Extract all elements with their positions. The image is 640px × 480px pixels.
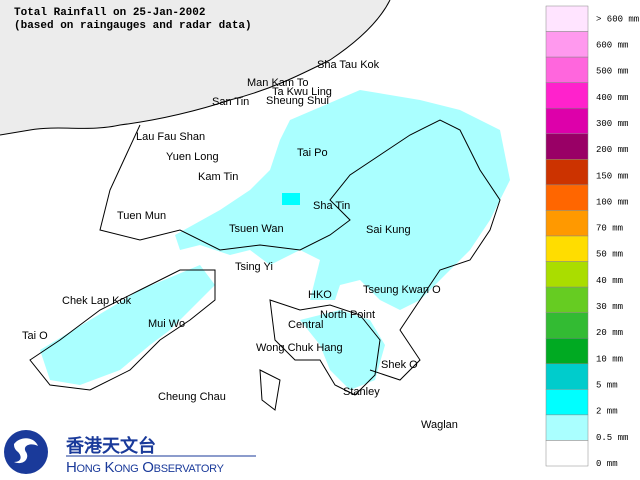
place-label: Waglan [421,419,458,431]
legend-label: 400 mm [596,93,628,103]
legend-swatch [545,210,589,237]
place-label: HKO [308,289,332,301]
place-label: Tseung Kwan O [363,284,441,296]
coastline [269,299,381,396]
place-label: Kam Tin [198,171,238,183]
legend-swatch [545,56,589,83]
rain-area [282,193,300,205]
place-label: Sha Tin [313,200,350,212]
legend-swatch [545,414,589,441]
legend-label: 0 mm [596,459,618,469]
place-label: Sai Kung [366,224,411,236]
legend-label: 20 mm [596,328,623,338]
legend-label: 300 mm [596,119,628,129]
place-label: Tsing Yi [235,261,273,273]
place-label: Stanley [343,386,380,398]
place-label: Lau Fau Shan [136,131,205,143]
place-label: Man Kam To [247,77,309,89]
legend-label: > 600 mm [596,14,639,24]
legend-label: 40 mm [596,276,623,286]
legend-label: 200 mm [596,145,628,155]
legend-swatch [545,133,589,160]
place-label: Mui Wo [148,318,185,330]
legend-swatch [545,184,589,211]
place-label: Shek O [381,359,418,371]
rain-area [300,310,385,390]
legend-swatch [545,5,589,32]
legend-label: 600 mm [596,40,628,50]
place-label: North Point [320,309,375,321]
legend-swatch [545,261,589,288]
coastline [99,119,501,381]
legend-swatch [545,159,589,186]
legend-swatch [545,440,589,467]
legend-swatch [545,31,589,58]
rain-area [175,90,510,310]
legend-swatch [545,312,589,339]
legend-label: 30 mm [596,302,623,312]
legend-label: 500 mm [596,67,628,77]
legend-label: 10 mm [596,354,623,364]
legend: > 600 mm 600 mm 500 mm 400 mm 300 mm 200 mm 15… [545,5,639,469]
place-label: Sha Tau Kok [317,59,380,71]
place-label: Tai O [22,330,48,342]
place-label: Yuen Long [166,151,219,163]
legend-swatch [545,286,589,313]
logo: 香港天文台 Hong Kong Observatory [4,430,256,476]
legend-label: 0.5 mm [596,433,628,443]
place-label: Tuen Mun [117,210,166,222]
logo-swirl [14,438,38,464]
legend-swatch [545,389,589,416]
legend-swatch [545,82,589,109]
logo-english: Hong Kong Observatory [66,459,225,476]
legend-swatch [545,235,589,262]
place-label: San Tin [212,96,249,108]
coastline [29,269,216,391]
rain-area [40,265,215,385]
place-label: Central [288,319,323,331]
place-label: Cheung Chau [158,391,226,403]
coastline [259,369,281,411]
legend-swatch [545,363,589,390]
legend-label: 150 mm [596,171,628,181]
logo-chinese: 香港天文台 [65,435,156,456]
mainland [0,0,390,135]
legend-label: 100 mm [596,197,628,207]
legend-swatch [545,337,589,365]
legend-label: 70 mm [596,224,623,234]
subtitle: (based on raingauges and radar data) [14,20,252,32]
place-label: Tsuen Wan [229,223,284,235]
legend-label: 50 mm [596,250,623,260]
place-label: Ta Kwu Ling [272,86,332,98]
title: Total Rainfall on 25-Jan-2002 [14,7,205,19]
place-label: Chek Lap Kok [62,295,132,307]
border [0,0,391,136]
legend-swatch [545,107,589,135]
legend-label: 2 mm [596,407,618,417]
legend-label: 5 mm [596,381,618,391]
place-label: Sheung Shui [266,95,329,107]
place-label: Tai Po [297,147,328,159]
place-label: Wong Chuk Hang [256,342,343,354]
